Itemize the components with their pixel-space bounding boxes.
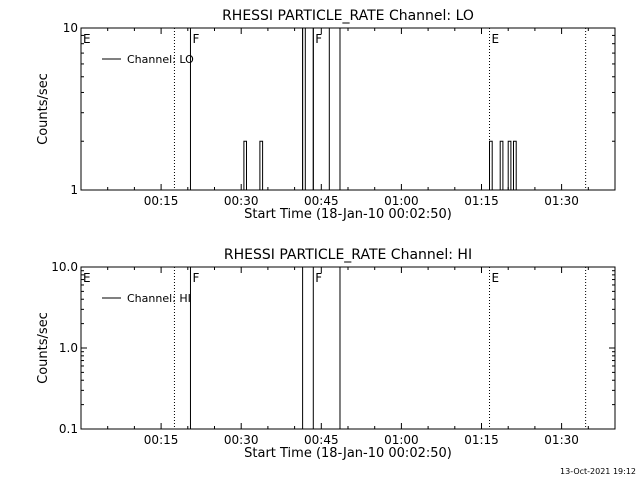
y-axis-label: Counts/sec bbox=[36, 312, 51, 384]
chart-title: RHESSI PARTICLE_RATE Channel: LO bbox=[222, 8, 474, 24]
x-tick-label: 01:00 bbox=[384, 194, 419, 208]
x-tick-label: 00:45 bbox=[304, 194, 339, 208]
y-axis-label: Counts/sec bbox=[36, 73, 51, 145]
event-marker-label: F bbox=[315, 32, 322, 46]
chart-title: RHESSI PARTICLE_RATE Channel: HI bbox=[224, 247, 472, 263]
x-tick-label: 00:45 bbox=[304, 433, 339, 447]
event-marker-label: E bbox=[83, 32, 91, 46]
y-tick-label: 0.1 bbox=[59, 422, 78, 436]
event-marker-label: F bbox=[315, 271, 322, 285]
x-tick-label: 01:30 bbox=[544, 433, 579, 447]
y-tick-label: 10.0 bbox=[51, 260, 78, 274]
x-tick-label: 01:30 bbox=[544, 194, 579, 208]
event-marker-label: E bbox=[83, 271, 91, 285]
x-tick-label: 01:15 bbox=[464, 194, 499, 208]
event-marker-label: E bbox=[492, 271, 500, 285]
x-tick-label: 00:30 bbox=[224, 194, 259, 208]
x-tick-label: 00:15 bbox=[144, 433, 179, 447]
event-marker-label: F bbox=[192, 271, 199, 285]
y-tick-label: 1.0 bbox=[59, 341, 78, 355]
x-tick-label: 01:00 bbox=[384, 433, 419, 447]
legend-entry: Channel: HI bbox=[127, 292, 191, 305]
x-tick-label: 00:15 bbox=[144, 194, 179, 208]
event-marker-label: F bbox=[192, 32, 199, 46]
y-tick-label: 1 bbox=[70, 183, 78, 197]
event-marker-label: E bbox=[492, 32, 500, 46]
footer-timestamp: 13-Oct-2021 19:12 bbox=[560, 467, 636, 476]
series-line-lo bbox=[81, 27, 615, 191]
x-tick-label: 01:15 bbox=[464, 433, 499, 447]
y-tick-label: 10 bbox=[63, 21, 78, 35]
x-axis-label: Start Time (18-Jan-10 00:02:50) bbox=[244, 207, 452, 222]
x-tick-label: 00:30 bbox=[224, 433, 259, 447]
x-axis-label: Start Time (18-Jan-10 00:02:50) bbox=[244, 446, 452, 461]
legend-entry: Channel: LO bbox=[127, 53, 194, 66]
chart-panel-lo: RHESSI PARTICLE_RATE Channel: LO 00:15 00:… bbox=[36, 8, 616, 222]
chart-panel-hi: RHESSI PARTICLE_RATE Channel: HI 00:15 00:… bbox=[36, 247, 616, 461]
